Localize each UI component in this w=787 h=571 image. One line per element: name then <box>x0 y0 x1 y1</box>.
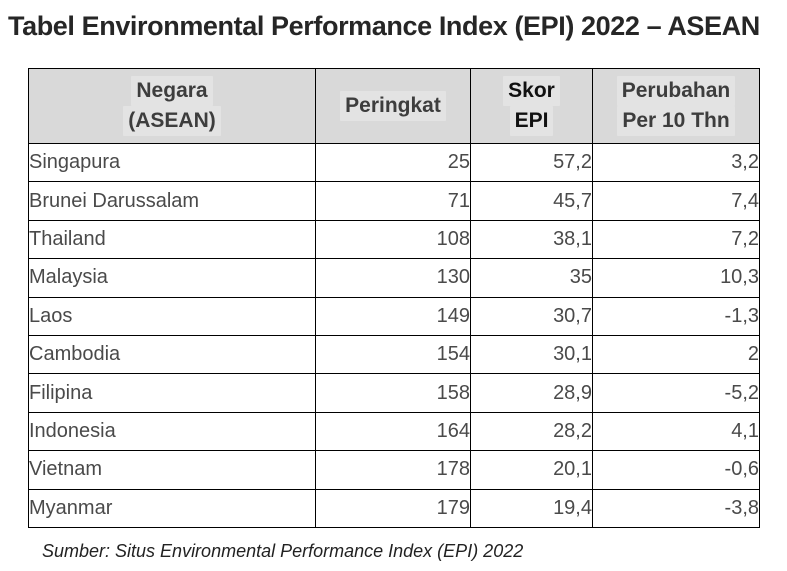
col-header-skor-epi: Skor EPI <box>470 68 593 145</box>
col-header-negara: Negara (ASEAN) <box>28 68 316 145</box>
cell-peringkat: 179 <box>315 488 471 528</box>
table-row: Myanmar 179 19,4 -3,8 <box>28 488 760 528</box>
cell-peringkat: 25 <box>315 143 471 183</box>
cell-perubahan: -0,6 <box>592 450 760 490</box>
cell-negara: Cambodia <box>28 334 316 375</box>
epi-table: Negara (ASEAN) Peringkat Skor EPI Peruba… <box>28 68 760 528</box>
header-perubahan-line2: Per 10 Thn <box>617 106 735 136</box>
page-title: Tabel Environmental Performance Index (E… <box>8 11 760 41</box>
cell-negara: Laos <box>28 296 316 337</box>
cell-peringkat: 108 <box>315 219 471 260</box>
source-note: Sumber: Situs Environmental Performance … <box>42 540 524 561</box>
table-body: Singapura 25 57,2 3,2 Brunei Darussalam … <box>28 143 760 528</box>
cell-negara: Indonesia <box>28 411 316 452</box>
cell-peringkat: 158 <box>315 373 471 413</box>
cell-skor-epi: 38,1 <box>470 219 593 260</box>
table-row: Singapura 25 57,2 3,2 <box>28 143 760 183</box>
cell-peringkat: 149 <box>315 296 471 337</box>
cell-peringkat: 71 <box>315 181 471 221</box>
cell-perubahan: -3,8 <box>592 488 760 528</box>
cell-negara: Brunei Darussalam <box>28 181 316 221</box>
cell-perubahan: 3,2 <box>592 143 760 183</box>
table-row: Cambodia 154 30,1 2 <box>28 334 760 375</box>
cell-skor-epi: 19,4 <box>470 488 593 528</box>
cell-negara: Myanmar <box>28 488 316 528</box>
table-row: Brunei Darussalam 71 45,7 7,4 <box>28 181 760 221</box>
header-negara-line2: (ASEAN) <box>123 106 221 136</box>
cell-perubahan: 7,2 <box>592 219 760 260</box>
cell-negara: Singapura <box>28 143 316 183</box>
cell-perubahan: 4,1 <box>592 411 760 452</box>
cell-skor-epi: 57,2 <box>470 143 593 183</box>
cell-skor-epi: 30,7 <box>470 296 593 337</box>
table-row: Laos 149 30,7 -1,3 <box>28 296 760 337</box>
cell-perubahan: 10,3 <box>592 258 760 298</box>
cell-skor-epi: 28,2 <box>470 411 593 452</box>
table-row: Thailand 108 38,1 7,2 <box>28 219 760 260</box>
cell-skor-epi: 20,1 <box>470 450 593 490</box>
table-row: Filipina 158 28,9 -5,2 <box>28 373 760 413</box>
header-negara-line1: Negara <box>131 76 213 107</box>
cell-peringkat: 154 <box>315 334 471 375</box>
header-peringkat-line1: Peringkat <box>340 91 446 121</box>
cell-skor-epi: 28,9 <box>470 373 593 413</box>
cell-skor-epi: 35 <box>470 258 593 298</box>
cell-peringkat: 130 <box>315 258 471 298</box>
col-header-perubahan: Perubahan Per 10 Thn <box>592 68 760 145</box>
cell-peringkat: 164 <box>315 411 471 452</box>
cell-negara: Thailand <box>28 219 316 260</box>
col-header-peringkat: Peringkat <box>315 68 471 145</box>
cell-perubahan: -5,2 <box>592 373 760 413</box>
cell-negara: Filipina <box>28 373 316 413</box>
table-row: Malaysia 130 35 10,3 <box>28 258 760 298</box>
cell-peringkat: 178 <box>315 450 471 490</box>
header-skor-line2: EPI <box>509 106 554 136</box>
table-row: Indonesia 164 28,2 4,1 <box>28 411 760 452</box>
header-row: Negara (ASEAN) Peringkat Skor EPI Peruba… <box>28 68 760 145</box>
cell-perubahan: -1,3 <box>592 296 760 337</box>
header-perubahan-line1: Perubahan <box>616 76 736 107</box>
header-skor-line1: Skor <box>503 76 560 107</box>
cell-negara: Vietnam <box>28 450 316 490</box>
cell-negara: Malaysia <box>28 258 316 298</box>
cell-skor-epi: 45,7 <box>470 181 593 221</box>
table-row: Vietnam 178 20,1 -0,6 <box>28 450 760 490</box>
cell-perubahan: 7,4 <box>592 181 760 221</box>
cell-perubahan: 2 <box>592 334 760 375</box>
cell-skor-epi: 30,1 <box>470 334 593 375</box>
